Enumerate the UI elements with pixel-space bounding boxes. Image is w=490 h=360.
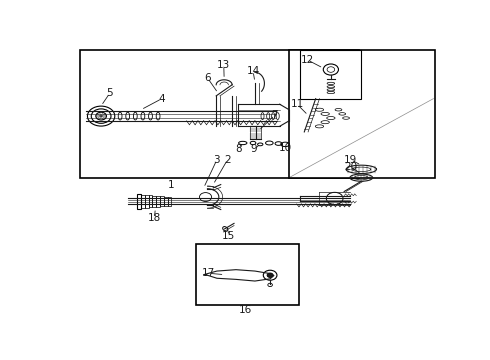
Text: 18: 18 bbox=[147, 213, 161, 224]
Text: 4: 4 bbox=[159, 94, 165, 104]
Text: 3: 3 bbox=[214, 155, 220, 165]
Bar bbox=[196, 244, 298, 305]
Bar bbox=[160, 197, 164, 207]
Bar bbox=[145, 195, 148, 208]
Text: 20: 20 bbox=[344, 162, 357, 172]
Text: 7: 7 bbox=[271, 110, 278, 120]
Bar bbox=[168, 197, 172, 206]
Bar bbox=[156, 196, 160, 207]
Text: 8: 8 bbox=[235, 144, 242, 153]
Text: 5: 5 bbox=[106, 88, 113, 98]
Bar bbox=[152, 196, 156, 207]
Text: 17: 17 bbox=[202, 268, 215, 278]
Bar bbox=[300, 50, 361, 99]
Text: 16: 16 bbox=[239, 305, 252, 315]
Text: 13: 13 bbox=[217, 60, 230, 70]
Text: 2: 2 bbox=[224, 155, 231, 165]
Text: 11: 11 bbox=[291, 99, 304, 109]
Bar bbox=[148, 195, 152, 207]
Circle shape bbox=[267, 273, 273, 278]
Text: 1: 1 bbox=[168, 180, 175, 190]
Bar bbox=[80, 50, 359, 177]
Text: 6: 6 bbox=[204, 73, 211, 83]
Text: 19: 19 bbox=[344, 155, 357, 165]
Bar bbox=[289, 50, 435, 177]
Text: 14: 14 bbox=[246, 66, 260, 76]
Bar bbox=[164, 197, 168, 206]
Text: 10: 10 bbox=[279, 143, 292, 153]
Text: 15: 15 bbox=[221, 231, 235, 241]
Text: 9: 9 bbox=[251, 144, 257, 154]
Text: 12: 12 bbox=[301, 55, 314, 65]
Bar bbox=[137, 194, 141, 209]
Bar bbox=[141, 195, 145, 208]
